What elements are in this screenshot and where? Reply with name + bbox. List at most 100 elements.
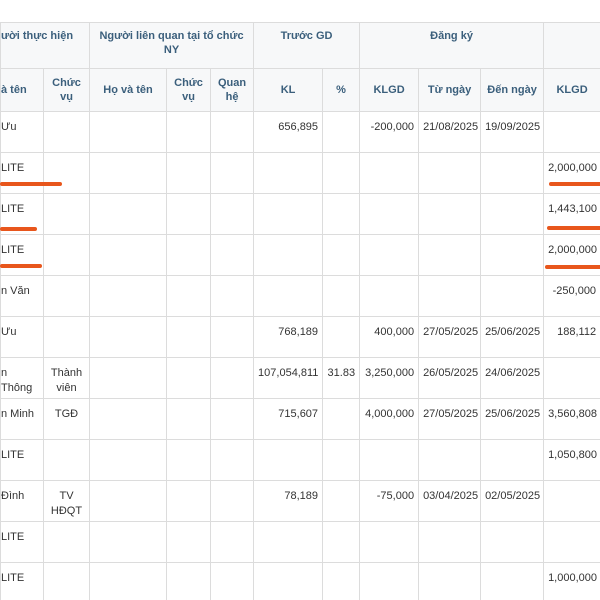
table-row: n Thông Thành viên 107,054,811 31.83 3,250,0… xyxy=(0,357,600,399)
table-cell: 19/09/2025 xyxy=(480,111,545,153)
table-cell xyxy=(210,111,255,153)
table-cell xyxy=(543,480,600,522)
table-cell: LITE xyxy=(0,152,44,194)
column-header: KLGD xyxy=(359,68,420,112)
column-header: % xyxy=(322,68,361,112)
table-cell xyxy=(322,193,361,235)
table-cell xyxy=(322,562,361,600)
table-cell xyxy=(322,398,361,440)
table-cell xyxy=(166,234,212,276)
table-cell xyxy=(89,193,168,235)
table-row: n Minh TGĐ 715,607 4,000,000 27/05/2025 25/06… xyxy=(0,398,600,440)
table-cell: 2,000,000 xyxy=(543,234,600,276)
table-cell xyxy=(89,480,168,522)
table-row: n Văn -250,000 xyxy=(0,275,600,317)
group-header xyxy=(543,22,600,69)
table-cell: TV HĐQT xyxy=(42,480,91,522)
table-cell xyxy=(322,439,361,481)
table-cell xyxy=(543,357,600,399)
highlight-stroke xyxy=(0,182,62,186)
table-cell xyxy=(418,521,482,563)
table-cell xyxy=(210,275,255,317)
table-cell xyxy=(253,562,324,600)
table-cell: LITE xyxy=(0,439,44,481)
table-cell: LITE xyxy=(0,234,44,276)
table-cell: n Thông xyxy=(0,357,44,399)
table-cell xyxy=(89,275,168,317)
table-cell xyxy=(359,521,420,563)
table-row: LITE 1,443,100 xyxy=(0,193,600,235)
table-cell xyxy=(89,439,168,481)
table-row: LITE 1,050,800 xyxy=(0,439,600,481)
table-cell: n Văn xyxy=(0,275,44,317)
table-cell xyxy=(210,521,255,563)
table-cell xyxy=(543,521,600,563)
group-header: Người liên quan tại tổ chức NY xyxy=(89,22,255,69)
table-cell xyxy=(210,193,255,235)
group-header: Trước GD xyxy=(253,22,361,69)
column-header: à tên xyxy=(0,68,44,112)
table-cell xyxy=(253,521,324,563)
table-row: Đình TV HĐQT 78,189 -75,000 03/04/2025 02/05/… xyxy=(0,480,600,522)
table-row: Ưu 768,189 400,000 27/05/2025 25/06/2025 188,… xyxy=(0,316,600,358)
table-cell: 1,050,800 xyxy=(543,439,600,481)
table-cell xyxy=(418,234,482,276)
table-cell xyxy=(418,193,482,235)
table-cell xyxy=(480,152,545,194)
table-cell xyxy=(253,275,324,317)
table-cell xyxy=(166,521,212,563)
transactions-table: ười thực hiện Người liên quan tại tổ chứ… xyxy=(0,22,600,600)
column-header: Đến ngày xyxy=(480,68,545,112)
table-cell xyxy=(210,398,255,440)
table-cell xyxy=(166,193,212,235)
table-cell xyxy=(480,275,545,317)
table-cell xyxy=(166,316,212,358)
table-cell: 24/06/2025 xyxy=(480,357,545,399)
column-header: KLGD xyxy=(543,68,600,112)
table-cell: 27/05/2025 xyxy=(418,316,482,358)
table-cell xyxy=(322,521,361,563)
table-cell: Đình xyxy=(0,480,44,522)
table-cell: 27/05/2025 xyxy=(418,398,482,440)
table-body: Ưu 656,895 -200,000 21/08/2025 19/09/2025 LIT… xyxy=(0,111,600,600)
table-cell xyxy=(42,152,91,194)
table-cell xyxy=(166,480,212,522)
table-cell: 21/08/2025 xyxy=(418,111,482,153)
table-cell xyxy=(210,480,255,522)
table-cell: 25/06/2025 xyxy=(480,316,545,358)
table-cell: -250,000 xyxy=(543,275,600,317)
table-cell: 3,250,000 xyxy=(359,357,420,399)
table-cell xyxy=(480,562,545,600)
table-cell xyxy=(89,398,168,440)
table-cell xyxy=(418,439,482,481)
table-cell xyxy=(210,439,255,481)
table-cell xyxy=(42,316,91,358)
table-cell xyxy=(543,111,600,153)
table-cell xyxy=(89,152,168,194)
table-row: LITE xyxy=(0,521,600,563)
table-cell xyxy=(42,234,91,276)
table-cell xyxy=(253,193,324,235)
table-cell xyxy=(42,111,91,153)
table-cell xyxy=(480,234,545,276)
group-header: ười thực hiện xyxy=(0,22,91,69)
table-cell xyxy=(166,439,212,481)
table-cell: 400,000 xyxy=(359,316,420,358)
table-cell: 188,112 xyxy=(543,316,600,358)
table-cell: n Minh xyxy=(0,398,44,440)
table-cell: 78,189 xyxy=(253,480,324,522)
table-cell xyxy=(210,152,255,194)
table-cell xyxy=(42,439,91,481)
column-header: Chức vụ xyxy=(166,68,212,112)
table-cell xyxy=(418,275,482,317)
table-cell xyxy=(253,439,324,481)
table-cell: 03/04/2025 xyxy=(418,480,482,522)
table-cell: 768,189 xyxy=(253,316,324,358)
table-cell: 656,895 xyxy=(253,111,324,153)
table-cell xyxy=(322,316,361,358)
table-cell xyxy=(359,275,420,317)
table-cell xyxy=(42,275,91,317)
table-row: LITE 1,000,000 xyxy=(0,562,600,600)
table-cell xyxy=(89,316,168,358)
